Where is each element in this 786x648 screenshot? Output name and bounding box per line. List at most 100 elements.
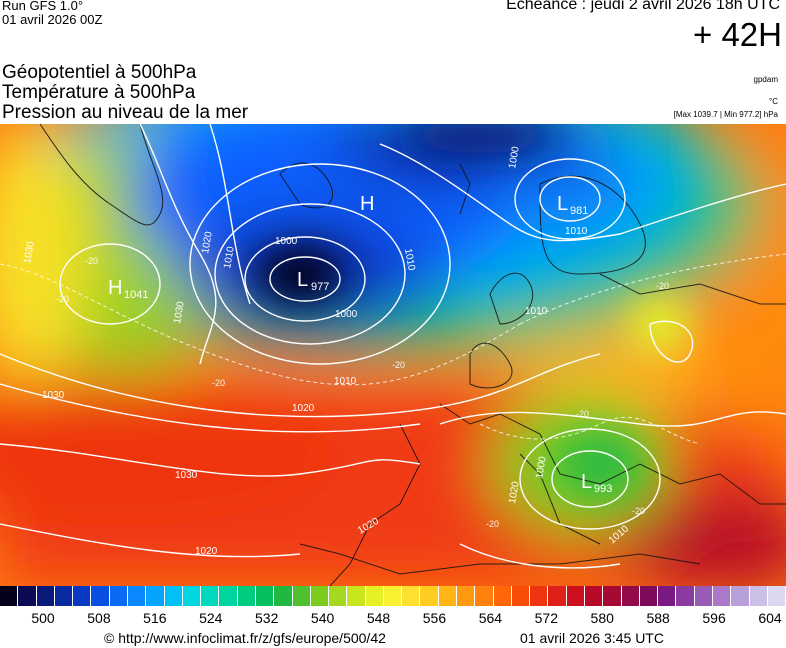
color-scale-cell: [731, 586, 750, 606]
isobar-label: 1020: [195, 546, 218, 557]
isobar-label: 1020: [507, 480, 522, 504]
isobar-label: 1030: [175, 470, 198, 481]
color-scale-tick: 516: [143, 610, 167, 626]
color-scale-cell: [749, 586, 768, 606]
temp-label: -20: [576, 409, 589, 419]
color-scale-tick: 604: [758, 610, 782, 626]
color-scale-cell: [164, 586, 183, 606]
color-scale-cell: [548, 586, 567, 606]
low-label-977: L: [297, 269, 308, 291]
isobar-label: 1010: [525, 306, 548, 317]
color-scale-tick: 556: [422, 610, 447, 626]
coastlines: [39, 124, 786, 586]
color-scale-cell: [310, 586, 330, 606]
unit-celsius: °C: [769, 97, 778, 106]
color-scale-cell: [219, 586, 238, 606]
high-label-1041: H: [108, 277, 122, 299]
lead-time: + 42H: [693, 16, 782, 53]
color-scale-cell: [127, 586, 147, 606]
color-scale-tick: 580: [590, 610, 614, 626]
color-scale: [0, 586, 786, 608]
color-scale-tick: 500: [31, 610, 55, 626]
color-scale-tick: 572: [534, 610, 558, 626]
color-scale-cell: [18, 586, 37, 606]
isobar-label: 1000: [507, 145, 522, 169]
isobars: [0, 124, 786, 569]
color-scale-tick: 524: [199, 610, 223, 626]
color-scale-cell: [585, 586, 604, 606]
temp-label: -20: [85, 256, 98, 266]
color-scale-cell: [712, 586, 732, 606]
color-scale-cell: [511, 586, 531, 606]
color-scale-cell: [109, 586, 128, 606]
color-scale-cell: [347, 586, 366, 606]
temp-label: -20: [56, 294, 69, 304]
color-scale-tick: 540: [310, 610, 335, 626]
high-value-1041: 1041: [124, 289, 148, 301]
color-scale-cell: [658, 586, 677, 606]
temp-label: -20: [212, 378, 225, 388]
run-date: 01 avril 2026 00Z: [2, 12, 103, 27]
color-scale-cell: [475, 586, 494, 606]
color-scale-cell: [365, 586, 384, 606]
isobar-label: 1000: [534, 455, 549, 479]
color-scale-cell: [329, 586, 348, 606]
color-scale-cell: [146, 586, 165, 606]
color-scale-tick: 588: [646, 610, 670, 626]
isobar-label: 1020: [200, 230, 215, 254]
color-scale-cell: [694, 586, 713, 606]
temp-label: -20: [486, 519, 499, 529]
color-scale-tick: 508: [87, 610, 111, 626]
isobar-label: 1000: [275, 236, 298, 247]
color-scale-tick: 548: [366, 610, 391, 626]
color-scale-cell: [73, 586, 92, 606]
low-label-993: L: [581, 471, 592, 493]
color-scale-cell: [237, 586, 256, 606]
temp-label: -20: [392, 360, 405, 370]
isobar-label: 1010: [565, 226, 588, 237]
low-label-981: L: [557, 193, 568, 215]
isobar-label: 1000: [335, 309, 358, 320]
color-scale-cell: [676, 586, 695, 606]
isobar-label: 1030: [22, 240, 37, 264]
run-label: Run GFS 1.0°: [2, 0, 84, 13]
unit-gpdam: gpdam: [753, 75, 778, 84]
color-scale-cell: [767, 586, 786, 606]
color-scale-cell: [621, 586, 640, 606]
geopotential-field: [0, 124, 786, 586]
isobar-label: 1010: [222, 245, 237, 269]
title-temperature: Température à 500hPa: [2, 82, 196, 103]
color-scale-cell: [274, 586, 293, 606]
color-scale-cell: [36, 586, 55, 606]
isobar-label: 1030: [172, 300, 187, 324]
color-scale-tick: 564: [478, 610, 503, 626]
pressure-range: [Max 1039.7 | Min 977.2] hPa: [673, 110, 778, 119]
footer-timestamp: 01 avril 2026 3:45 UTC: [520, 630, 664, 646]
color-scale-cell: [530, 586, 549, 606]
color-scale-cell: [54, 586, 74, 606]
color-scale-cell: [566, 586, 585, 606]
color-scale-cell: [402, 586, 421, 606]
low-value-981: 981: [570, 205, 588, 217]
color-scale-cell: [457, 586, 476, 606]
temp-label: -20: [632, 506, 645, 516]
color-scale-cell: [438, 586, 458, 606]
isobar-label: 1010: [402, 248, 417, 272]
isobar-label: 1010: [334, 376, 357, 387]
color-scale-cell: [91, 586, 110, 606]
low-value-993: 993: [594, 483, 612, 495]
isotherms: [0, 253, 786, 445]
isobar-label: 1020: [292, 403, 315, 414]
map-canvas: H 1041 H L 977 L 981 L 993 1000 1010 102…: [0, 124, 786, 586]
color-scale-tick: 532: [255, 610, 279, 626]
weather-map: H 1041 H L 977 L 981 L 993 1000 1010 102…: [0, 124, 786, 586]
color-scale-cell: [383, 586, 403, 606]
echeance-label: Echéance : jeudi 2 avril 2026 18h UTC: [506, 0, 780, 13]
title-geopotential: Géopotentiel à 500hPa: [2, 62, 197, 83]
copyright-text: © http://www.infoclimat.fr/z/gfs/europe/…: [104, 630, 386, 646]
color-scale-cell: [0, 586, 19, 606]
title-pressure: Pression au niveau de la mer: [2, 102, 249, 123]
color-scale-cell: [201, 586, 220, 606]
color-scale-cell: [420, 586, 439, 606]
high-label-north: H: [360, 193, 374, 215]
